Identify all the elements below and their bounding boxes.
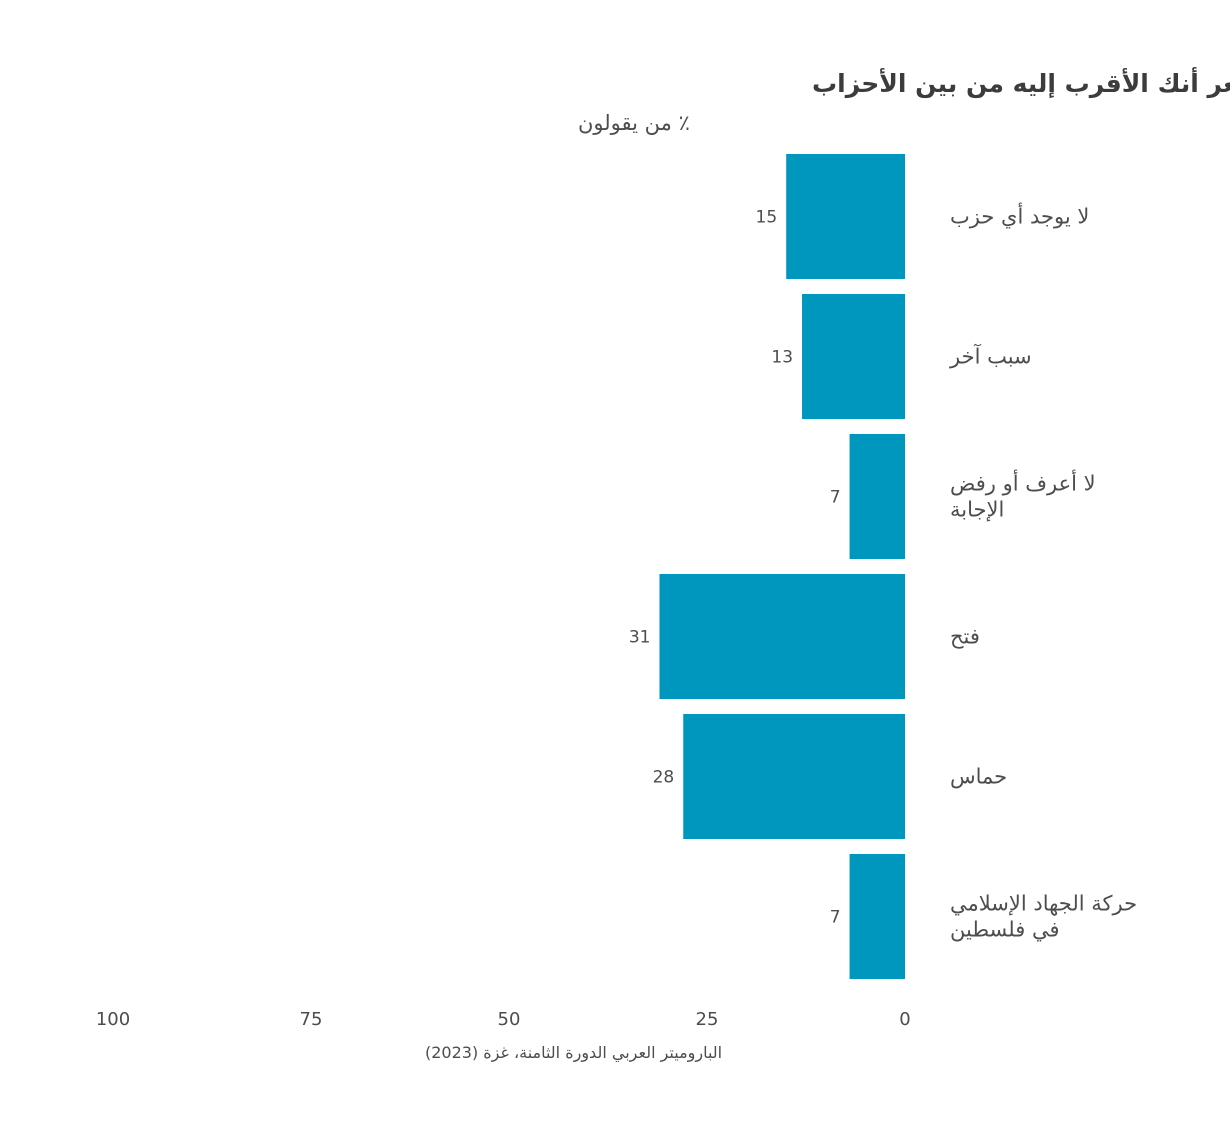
x-tick-label: 25 xyxy=(696,1009,719,1030)
bar xyxy=(683,714,905,839)
x-tick-label: 75 xyxy=(300,1009,323,1030)
value-label: 7 xyxy=(830,908,841,928)
x-tick-label: 0 xyxy=(899,1009,910,1030)
value-labels: 15 13 7 31 28 7 xyxy=(629,208,841,928)
chart-title: الحزب الذي تشعر أنك الأقرب إليه من بين ا… xyxy=(812,67,1230,99)
x-axis-ticks: 0 25 50 75 100 xyxy=(96,1009,911,1030)
category-label: لا يوجد أي حزب xyxy=(950,203,1089,229)
bar xyxy=(659,574,905,699)
category-label: سبب آخر xyxy=(949,344,1032,369)
source-note: الباروميتر العربي الدورة الثامنة، غزة (2… xyxy=(425,1043,722,1063)
category-label: حركة الجهاد الإسلامي xyxy=(950,892,1137,916)
category-label: حماس xyxy=(950,765,1007,789)
bar xyxy=(849,854,905,979)
category-label: في فلسطين xyxy=(950,918,1060,942)
x-tick-label: 50 xyxy=(498,1009,521,1030)
value-label: 28 xyxy=(653,768,675,788)
category-label: فتح xyxy=(950,625,980,649)
bars-group xyxy=(659,154,905,979)
value-label: 31 xyxy=(629,628,651,648)
category-labels: لا يوجد أي حزب سبب آخر لا أعرف أو رفضالإجا… xyxy=(949,203,1137,942)
bar xyxy=(849,434,905,559)
x-tick-label: 100 xyxy=(96,1009,130,1030)
value-label: 7 xyxy=(830,488,841,508)
bar xyxy=(802,294,905,419)
value-label: 13 xyxy=(771,348,793,368)
bar xyxy=(786,154,905,279)
category-label: لا أعرف أو رفض xyxy=(950,470,1096,496)
category-label: الإجابة xyxy=(950,498,1004,522)
value-label: 15 xyxy=(756,208,778,228)
chart-subtitle: ٪ من يقولون xyxy=(578,111,690,135)
